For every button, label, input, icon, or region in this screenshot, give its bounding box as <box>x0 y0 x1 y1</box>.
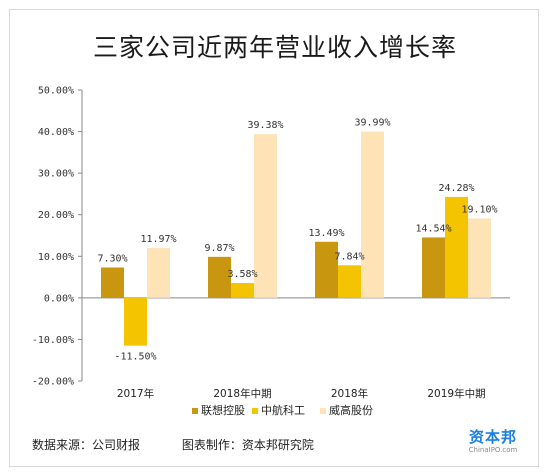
y-tick-label: -10.00% <box>32 335 74 346</box>
legend-label: 威高股份 <box>329 403 373 417</box>
bar <box>338 265 361 298</box>
data-label: 19.10% <box>461 204 497 215</box>
legend-label: 联想控股 <box>201 403 245 417</box>
y-tick-label: 20.00% <box>38 210 74 221</box>
data-label: 39.38% <box>247 120 283 131</box>
chart-data-labels: 7.30% -11.50% 11.97% 9.87% 3.58% 39.38% 13.49%… <box>97 118 497 363</box>
data-label: -11.50% <box>114 352 156 363</box>
bar <box>208 256 231 298</box>
legend-swatch <box>192 408 198 414</box>
chart-legend: 联想控股 中航科工 威高股份 <box>192 403 373 417</box>
y-tick-label: 50.00% <box>38 86 74 97</box>
y-tick-label: 0.00% <box>44 293 74 304</box>
bar <box>445 196 468 298</box>
data-label: 11.97% <box>140 234 176 245</box>
bar <box>468 218 491 298</box>
bar <box>254 134 277 298</box>
chart-maker-note: 图表制作：资本邦研究院 <box>181 438 314 452</box>
footer: 数据来源：公司财报 图表制作：资本邦研究院 <box>32 436 352 453</box>
x-category-label: 2018年中期 <box>213 387 271 400</box>
x-category-label: 2018年 <box>331 387 368 400</box>
chart-bars <box>101 131 491 346</box>
y-tick-label: 40.00% <box>38 127 74 138</box>
bar <box>315 241 338 298</box>
brand-logo-name: 资本邦 <box>468 428 517 446</box>
bar <box>422 237 445 298</box>
data-label: 7.30% <box>97 254 127 265</box>
legend-swatch <box>320 408 326 414</box>
data-label: 7.84% <box>334 251 364 262</box>
data-label: 13.49% <box>308 228 344 239</box>
chart-title: 三家公司近两年营业收入增长率 <box>92 33 457 62</box>
x-category-label: 2017年 <box>117 387 154 400</box>
data-label: 39.99% <box>354 118 390 129</box>
brand-logo-url: ChinaIPO.com <box>468 446 518 454</box>
brand-logo: 资本邦 ChinaIPO.com <box>462 426 524 460</box>
legend-label: 中航科工 <box>261 403 305 417</box>
y-tick-label: -20.00% <box>32 377 74 388</box>
data-label: 9.87% <box>204 243 234 254</box>
chart-axes: -20.00% -10.00% 0.00% 10.00% 20.00% 30.00% 40.… <box>32 86 510 400</box>
bar <box>101 267 124 298</box>
data-label: 24.28% <box>438 183 474 194</box>
bar <box>361 131 384 298</box>
y-tick-label: 10.00% <box>38 252 74 263</box>
bar <box>231 282 254 298</box>
chart-frame <box>9 9 539 467</box>
data-source-note: 数据来源：公司财报 <box>32 438 141 452</box>
legend-swatch <box>252 408 258 414</box>
data-label: 14.54% <box>415 223 451 234</box>
bar <box>147 248 170 298</box>
y-tick-label: 30.00% <box>38 169 74 180</box>
x-category-label: 2019年中期 <box>427 387 485 400</box>
data-label: 3.58% <box>227 269 257 280</box>
bar <box>124 297 147 346</box>
